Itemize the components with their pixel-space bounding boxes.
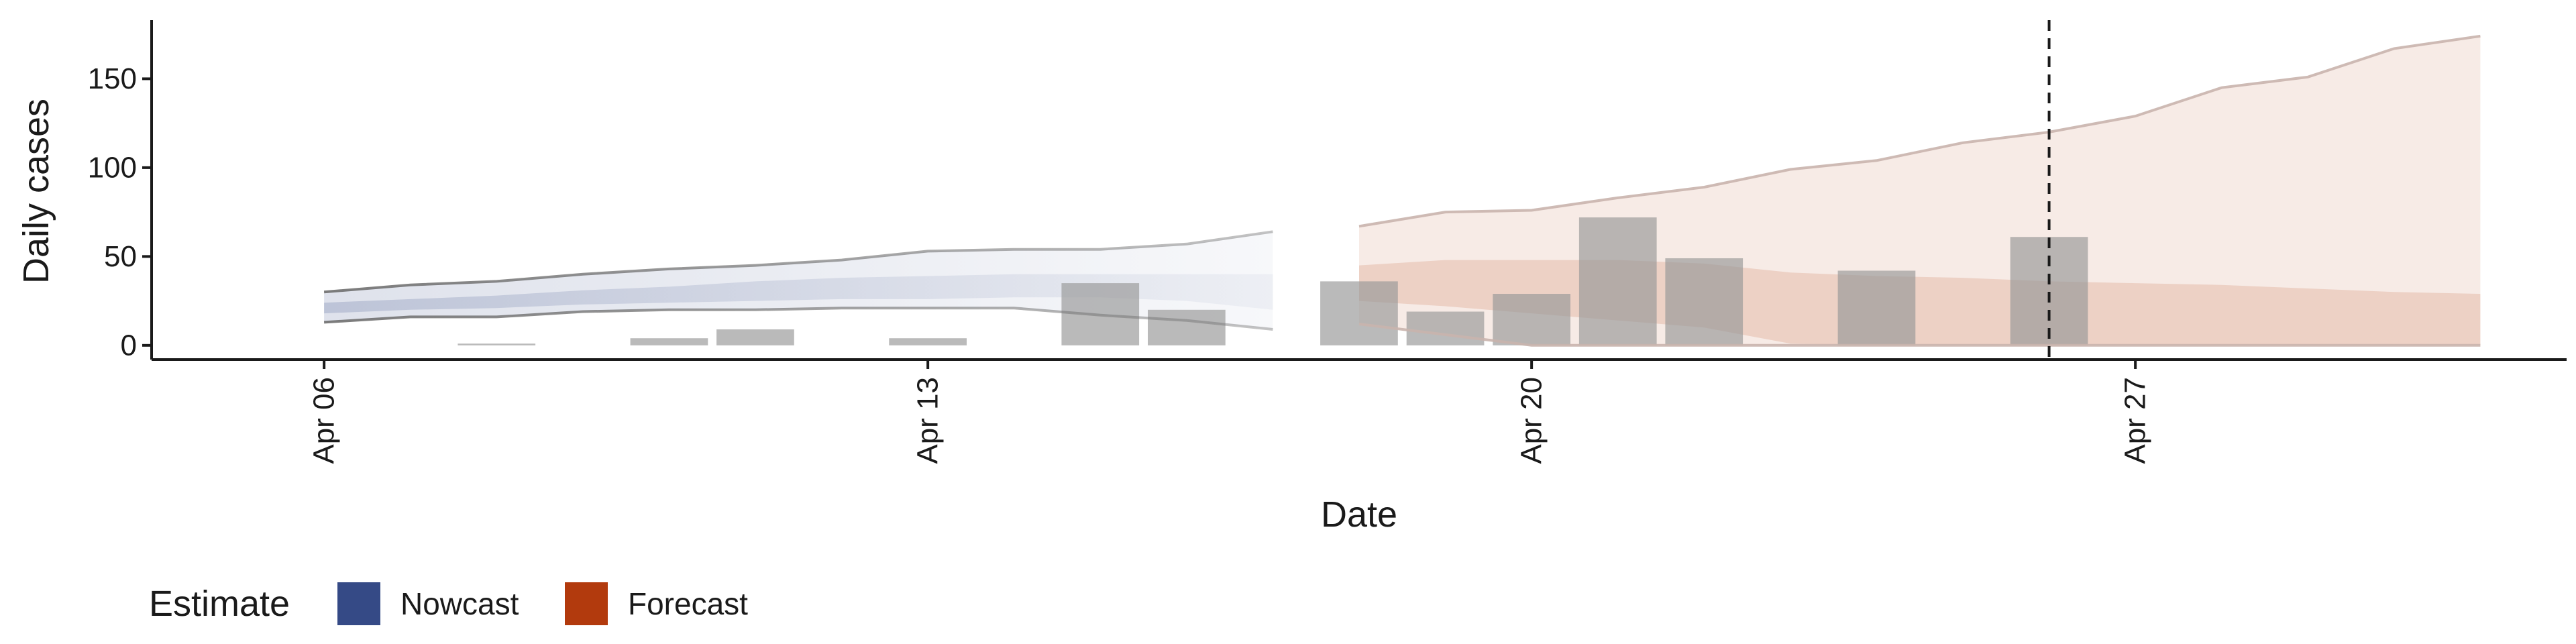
bar-2020-04-20 bbox=[1493, 294, 1570, 345]
bar-2020-04-26 bbox=[2010, 237, 2088, 345]
bar-2020-04-10 bbox=[630, 338, 708, 345]
y-tick-label-50: 50 bbox=[104, 240, 137, 273]
forecast-lower90-line bbox=[1358, 323, 2481, 347]
y-tick-label-100: 100 bbox=[88, 151, 137, 184]
x-tick-label-2020-04-27: Apr 27 bbox=[2119, 377, 2152, 464]
forecast-upper90-line bbox=[1358, 34, 2481, 228]
ribbon-edge-lines bbox=[323, 34, 2481, 347]
bar-2020-04-24 bbox=[1837, 270, 1916, 345]
x-axis-title: Date bbox=[1321, 494, 1397, 535]
x-tick-label-2020-04-06: Apr 06 bbox=[308, 377, 341, 464]
y-tick-label-0: 0 bbox=[121, 329, 137, 362]
legend-title: Estimate bbox=[149, 584, 290, 624]
y-axis-title: Daily cases bbox=[16, 99, 56, 284]
bar-2020-04-13 bbox=[889, 338, 967, 345]
legend-key-forecast bbox=[565, 582, 608, 625]
observed-case-bars bbox=[458, 217, 2088, 345]
bar-2020-04-18 bbox=[1320, 281, 1398, 345]
legend: Estimate Nowcast Forecast bbox=[149, 582, 748, 625]
nowcast-lower90-line bbox=[323, 307, 1273, 331]
legend-label-forecast: Forecast bbox=[628, 586, 748, 621]
bar-2020-04-22 bbox=[1665, 258, 1743, 345]
y-tick-label-150: 150 bbox=[88, 62, 137, 95]
bar-2020-04-16 bbox=[1148, 309, 1226, 345]
chart-axes: 0 50 100 150 Apr 06 Apr 13 Apr 20 Apr 27 bbox=[88, 20, 2567, 464]
bar-2020-04-11 bbox=[716, 329, 794, 345]
bar-2020-04-21 bbox=[1578, 217, 1657, 345]
estimate-ribbons bbox=[324, 36, 2481, 345]
nowcast-upper90-line bbox=[323, 230, 1273, 294]
legend-key-nowcast bbox=[337, 582, 380, 625]
x-tick-label-2020-04-13: Apr 13 bbox=[912, 377, 945, 464]
legend-label-nowcast: Nowcast bbox=[400, 586, 519, 621]
nowcast-ribbon-50 bbox=[324, 274, 1273, 314]
bar-2020-04-08 bbox=[458, 343, 536, 345]
bar-2020-04-19 bbox=[1406, 311, 1485, 345]
x-tick-label-2020-04-20: Apr 20 bbox=[1515, 377, 1548, 464]
